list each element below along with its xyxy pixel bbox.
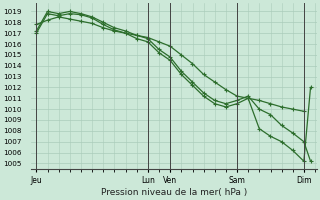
- X-axis label: Pression niveau de la mer( hPa ): Pression niveau de la mer( hPa ): [101, 188, 247, 197]
